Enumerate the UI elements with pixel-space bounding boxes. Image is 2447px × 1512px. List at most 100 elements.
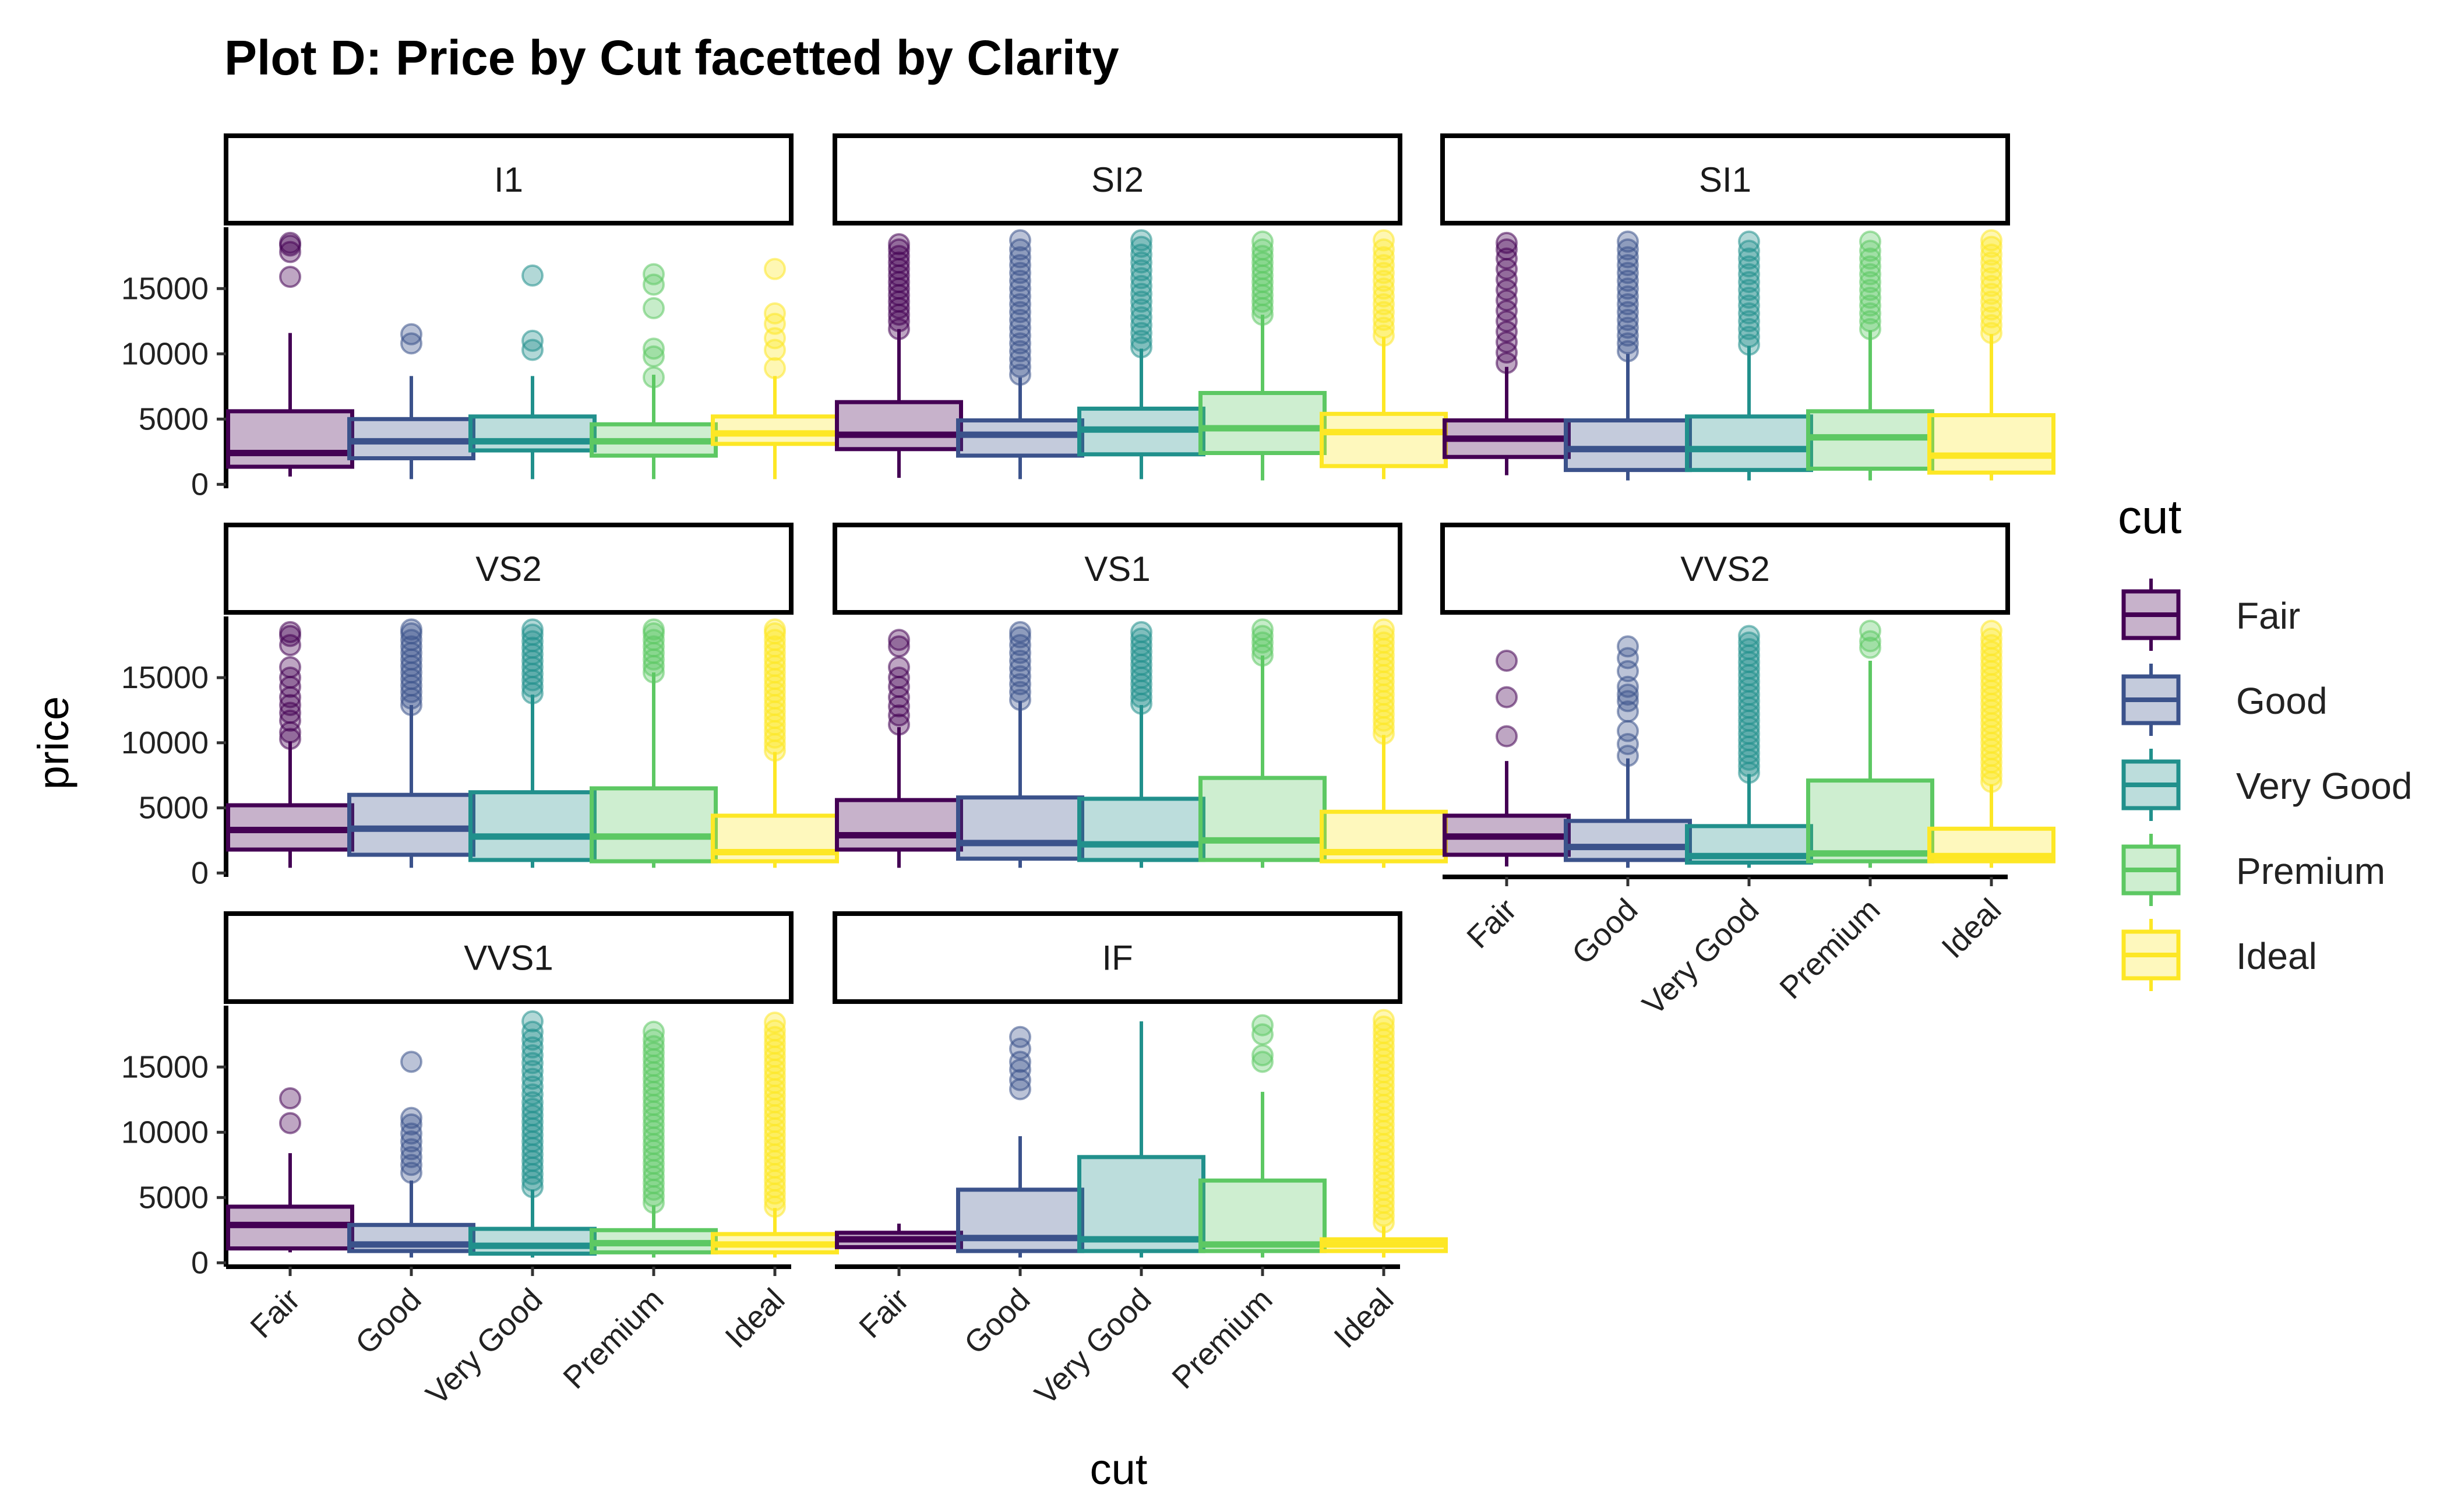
outlier-point (1251, 1051, 1274, 1073)
outlier-point (1859, 286, 1881, 309)
outlier-point (764, 1011, 786, 1034)
outlier-point (888, 656, 910, 679)
outlier-point (1980, 306, 2002, 329)
outlier-point (279, 693, 301, 716)
outlier-point (1859, 271, 1881, 294)
box-if-ideal (1320, 1009, 1448, 1258)
box-iqr (835, 400, 963, 452)
outlier-point (1617, 238, 1639, 261)
outlier-point (1980, 627, 2002, 650)
outlier-point (521, 618, 544, 641)
box-iqr (956, 418, 1084, 458)
outlier-point (764, 339, 786, 361)
outlier-point (1130, 621, 1152, 643)
outlier-point (1009, 316, 1031, 339)
outlier-point (1130, 290, 1152, 313)
outlier-point (521, 623, 544, 646)
outlier-point (400, 1130, 422, 1152)
box-i1-ideal (711, 258, 839, 480)
outlier-point (521, 1010, 544, 1032)
outlier-point (1373, 269, 1395, 292)
y-tick-label: 10000 (121, 725, 209, 760)
outlier-point (1980, 298, 2002, 321)
outlier-point (1617, 683, 1639, 706)
outlier-point (1859, 230, 1881, 253)
outlier-point (521, 630, 544, 653)
outlier-point (1496, 231, 1518, 254)
box-iqr (711, 414, 839, 446)
outlier-point (400, 618, 422, 641)
facet-strip (224, 523, 794, 615)
outlier-point (1738, 279, 1760, 301)
outlier-point (1859, 619, 1881, 642)
outlier-point (1617, 647, 1639, 669)
box-iqr (226, 409, 354, 469)
box-si1-premium (1806, 230, 1934, 481)
outlier-point (1009, 657, 1031, 680)
box-iqr (590, 786, 718, 864)
outlier-point (888, 245, 910, 267)
y-tick-label: 0 (191, 1245, 209, 1280)
outlier-point (1617, 285, 1639, 308)
facet-strip (224, 911, 794, 1004)
box-iqr (1927, 413, 2055, 475)
outlier-point (1373, 309, 1395, 332)
legend-item-premium: Premium (2121, 834, 2385, 906)
outlier-point (764, 1019, 786, 1042)
box-iqr (1198, 390, 1327, 456)
outlier-point (1009, 253, 1031, 276)
x-tick-label: Very Good (1028, 1282, 1158, 1412)
outlier-point (1738, 271, 1760, 294)
box-iqr (1198, 1178, 1327, 1253)
outlier-point (1617, 309, 1639, 332)
box-vvs2-very-good (1685, 625, 1813, 868)
box-i1-premium (590, 263, 718, 480)
outlier-point (521, 264, 544, 287)
outlier-point (1980, 259, 2002, 281)
facet-panel-vs2: VS2 0 5000 10000 15000 (121, 523, 839, 890)
box-vs2-very-good (468, 618, 597, 868)
outlier-point (1859, 302, 1881, 325)
x-tick-label: Very Good (419, 1282, 549, 1412)
outlier-point (279, 621, 301, 643)
outlier-point (1373, 285, 1395, 308)
outlier-point (1859, 279, 1881, 301)
y-tick-label: 15000 (121, 271, 209, 306)
outlier-point (1617, 262, 1639, 284)
box-si1-good (1564, 230, 1692, 481)
outlier-point (1617, 301, 1639, 323)
outlier-point (643, 618, 665, 641)
x-tick-label: Fair (244, 1282, 306, 1345)
facet-strip (833, 133, 1402, 225)
outlier-point (1738, 263, 1760, 286)
legend-title: cut (2118, 491, 2182, 544)
box-iqr (956, 1187, 1084, 1253)
outlier-point (1251, 230, 1274, 253)
outlier-point (1496, 725, 1518, 748)
outlier-point (1373, 618, 1395, 641)
box-si1-very-good (1685, 230, 1813, 481)
outlier-point (521, 1028, 544, 1051)
outlier-point (400, 1154, 422, 1176)
outlier-point (521, 1083, 544, 1106)
x-tick-label: Premium (1773, 892, 1887, 1006)
x-tick-label: Ideal (1935, 892, 2008, 965)
box-vvs1-premium (590, 1020, 718, 1258)
outlier-point (1738, 302, 1760, 325)
box-if-good (956, 1025, 1084, 1258)
outlier-point (1738, 631, 1760, 654)
outlier-point (1980, 283, 2002, 305)
x-tick-label: Ideal (718, 1282, 791, 1355)
outlier-point (1738, 310, 1760, 333)
facet-panel-vs1: VS1 (833, 523, 1448, 868)
outlier-point (764, 302, 786, 325)
outlier-point (1496, 238, 1518, 261)
box-vs1-fair (835, 629, 963, 868)
box-vvs2-premium (1806, 619, 1934, 868)
outlier-point (1009, 649, 1031, 672)
outlier-point (1130, 235, 1152, 258)
legend-item-ideal: Ideal (2121, 919, 2317, 991)
outlier-point (1859, 636, 1881, 659)
outlier-point (1009, 340, 1031, 362)
